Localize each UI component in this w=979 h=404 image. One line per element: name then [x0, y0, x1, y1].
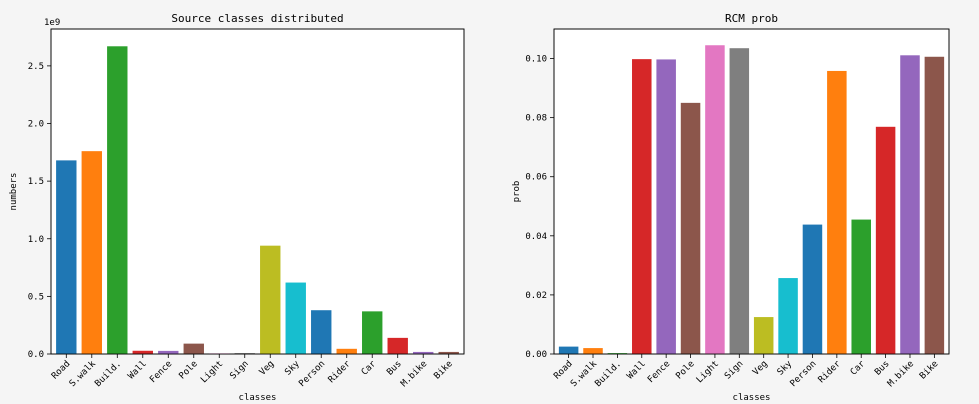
bar-sign [729, 48, 750, 354]
bar-pole [680, 102, 701, 354]
bar-wall [632, 59, 652, 354]
y-tick-label: 1.5 [28, 177, 44, 187]
bar-fence [656, 59, 676, 355]
bar-person [311, 310, 332, 354]
bar-road [558, 346, 579, 354]
y-tick-label: 0.10 [525, 55, 547, 65]
x-tick-label: Wall [625, 359, 647, 381]
x-tick-label: Build. [593, 359, 623, 389]
bar-fence [158, 350, 179, 354]
x-tick-label: Rider [327, 359, 354, 386]
bar-m-bike [900, 55, 920, 355]
bar-m-bike [413, 351, 434, 354]
y-tick-label: 0.0 [28, 350, 44, 360]
bar-wall [132, 350, 153, 354]
x-tick-label: Sky [283, 359, 302, 378]
y-tick-label: 0.02 [525, 291, 547, 301]
x-tick-label: Rider [817, 359, 844, 386]
y-tick-label: 2.0 [28, 120, 44, 130]
x-tick-label: Car [360, 359, 379, 378]
chart-rcm-prob: 0.000.020.040.060.080.10RoadS.walkBuild.… [512, 12, 950, 403]
bar-car [851, 219, 871, 354]
x-tick-label: Bike [432, 359, 454, 381]
chart-title: RCM prob [725, 12, 778, 25]
x-tick-label: Bus [385, 359, 404, 378]
y-axis-label: prob [512, 181, 522, 203]
x-tick-label: Road [552, 359, 574, 381]
x-tick-label: Person [297, 359, 327, 389]
x-tick-label: Person [789, 359, 819, 389]
bar-sign [234, 353, 255, 354]
bar-car [362, 311, 383, 354]
x-tick-label: M.bike [886, 359, 916, 389]
x-tick-label: Sign [723, 359, 745, 381]
bar-rider [336, 348, 357, 354]
bar-road [56, 160, 77, 354]
y-axis-label: numbers [9, 173, 19, 211]
x-tick-label: Veg [751, 359, 770, 378]
bar-sky [285, 282, 306, 354]
x-axis-label: classes [733, 393, 771, 403]
y-tick-label: 2.5 [28, 62, 44, 72]
y-tick-label: 1.0 [28, 235, 44, 245]
x-tick-label: Light [695, 359, 721, 385]
bar-rider [827, 70, 847, 354]
x-tick-label: Bike [918, 359, 940, 381]
y-tick-label: 0.5 [28, 292, 44, 302]
bar-sky [778, 278, 798, 354]
bar-bike [438, 351, 459, 354]
x-tick-label: Sky [776, 359, 795, 378]
plot-border [553, 28, 950, 355]
x-tick-label: Build. [93, 359, 123, 389]
x-tick-label: Pole [177, 359, 199, 381]
x-tick-label: S.walk [68, 359, 98, 389]
y-tick-label: 0.00 [525, 350, 547, 360]
bar-veg [753, 317, 774, 354]
x-tick-label: Light [199, 359, 225, 385]
x-tick-label: Bus [873, 359, 892, 378]
x-tick-label: Sign [228, 359, 250, 381]
bar-veg [260, 245, 281, 354]
bar-bus [387, 337, 408, 354]
chart-title: Source classes distributed [171, 12, 343, 25]
y-tick-label: 0.04 [525, 232, 547, 242]
y-tick-label: 0.06 [525, 173, 547, 183]
bar-s-walk [81, 151, 102, 354]
bar-light [705, 45, 725, 354]
x-tick-label: Road [50, 359, 72, 381]
bar-s-walk [583, 348, 603, 354]
x-tick-label: M.bike [399, 359, 429, 389]
bar-build- [607, 353, 628, 354]
bar-build- [107, 46, 128, 354]
bar-pole [183, 343, 204, 354]
x-tick-label: Veg [258, 359, 277, 378]
x-tick-label: Car [849, 359, 868, 378]
x-tick-label: Wall [126, 359, 148, 381]
bar-bike [924, 56, 945, 355]
x-tick-label: Fence [148, 359, 174, 385]
y-tick-label: 0.08 [525, 114, 547, 124]
bar-person [802, 224, 823, 354]
bar-bus [875, 126, 896, 354]
x-tick-label: Fence [646, 359, 672, 385]
x-axis-label: classes [239, 393, 277, 403]
plot-border [50, 28, 465, 355]
y-offset-text: 1e9 [44, 18, 60, 28]
x-tick-label: Pole [674, 359, 696, 381]
